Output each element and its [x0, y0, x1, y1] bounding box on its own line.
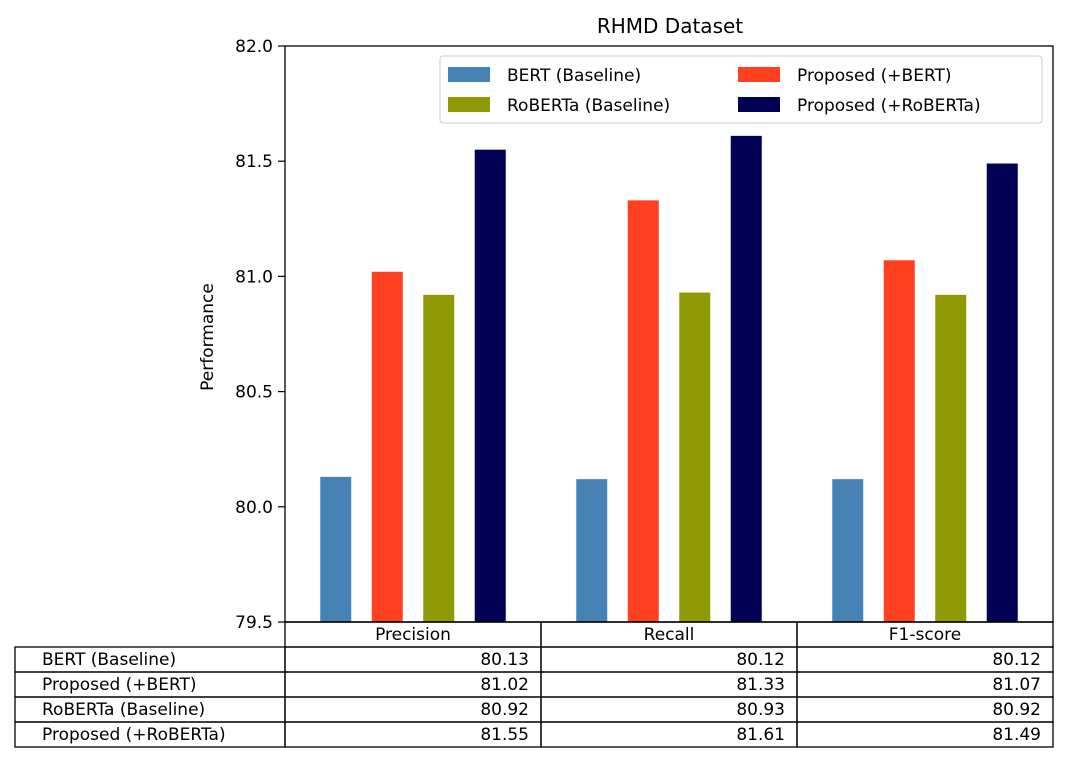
table-column-header-precision: Precision	[375, 625, 451, 645]
table-value-proposed-roberta-recall: 81.61	[736, 725, 785, 745]
bar-proposed-bert-recall	[627, 200, 659, 623]
bars-layer	[320, 135, 1018, 623]
y-tick-label-3: 81.0	[235, 267, 273, 287]
bar-roberta-baseline-f1-score	[935, 294, 967, 622]
legend-label-roberta-baseline: RoBERTa (Baseline)	[507, 96, 670, 116]
y-tick-label-0: 79.5	[235, 613, 273, 633]
table-value-bert-baseline-f1-score: 80.12	[992, 650, 1041, 670]
bar-proposed-roberta-f1-score	[986, 163, 1018, 622]
legend-swatch-proposed-bert	[738, 67, 780, 82]
legend-swatch-bert-baseline	[448, 67, 490, 82]
y-tick-label-1: 80.0	[235, 498, 273, 518]
bar-bert-baseline-f1-score	[832, 479, 864, 622]
table-row-label-bert-baseline: BERT (Baseline)	[42, 650, 176, 670]
legend-label-bert-baseline: BERT (Baseline)	[507, 66, 641, 86]
table-column-header-recall: Recall	[644, 625, 695, 645]
bar-roberta-baseline-precision	[423, 294, 455, 622]
legend-box	[439, 55, 1043, 124]
legend-swatch-roberta-baseline	[448, 97, 490, 112]
legend-label-proposed-roberta: Proposed (+RoBERTa)	[797, 96, 981, 116]
table-value-bert-baseline-precision: 80.13	[480, 650, 529, 670]
bar-proposed-bert-f1-score	[883, 260, 915, 622]
table-row-label-proposed-bert: Proposed (+BERT)	[42, 675, 197, 695]
table-value-proposed-roberta-f1-score: 81.49	[992, 725, 1041, 745]
table-value-proposed-roberta-precision: 81.55	[480, 725, 529, 745]
legend-label-proposed-bert: Proposed (+BERT)	[797, 66, 952, 86]
table-value-roberta-baseline-precision: 80.92	[480, 700, 529, 720]
table-row-label-proposed-roberta: Proposed (+RoBERTa)	[42, 725, 226, 745]
bar-proposed-roberta-precision	[474, 149, 506, 622]
table-column-header-f1-score: F1-score	[889, 625, 961, 645]
chart-title: RHMD Dataset	[597, 14, 743, 38]
table-row-label-roberta-baseline: RoBERTa (Baseline)	[42, 700, 205, 720]
table-value-bert-baseline-recall: 80.12	[736, 650, 785, 670]
table-value-roberta-baseline-f1-score: 80.92	[992, 700, 1041, 720]
data-table: Precision Recall F1-score BERT (Baseline) 80…	[14, 621, 1054, 748]
table-cell	[796, 721, 1054, 748]
y-tick-label-5: 82.0	[235, 37, 273, 57]
bar-bert-baseline-recall	[576, 479, 608, 622]
table-value-proposed-bert-f1-score: 81.07	[992, 675, 1041, 695]
table-value-proposed-bert-precision: 81.02	[480, 675, 529, 695]
table-value-roberta-baseline-recall: 80.93	[736, 700, 785, 720]
bar-proposed-bert-precision	[371, 271, 403, 622]
table-value-proposed-bert-recall: 81.33	[736, 675, 785, 695]
bar-proposed-roberta-recall	[730, 135, 762, 622]
bar-roberta-baseline-recall	[679, 292, 711, 622]
bar-bert-baseline-precision	[320, 476, 352, 622]
legend-swatch-proposed-roberta	[738, 97, 780, 112]
y-tick-label-2: 80.5	[235, 383, 273, 403]
y-tick-label-4: 81.5	[235, 152, 273, 172]
y-axis: 79.5 80.0 80.5 81.0 81.5 82.0	[235, 37, 285, 633]
y-axis-label: Performance	[198, 283, 218, 391]
legend: BERT (Baseline) Proposed (+BERT) RoBERTa (…	[439, 55, 1043, 124]
